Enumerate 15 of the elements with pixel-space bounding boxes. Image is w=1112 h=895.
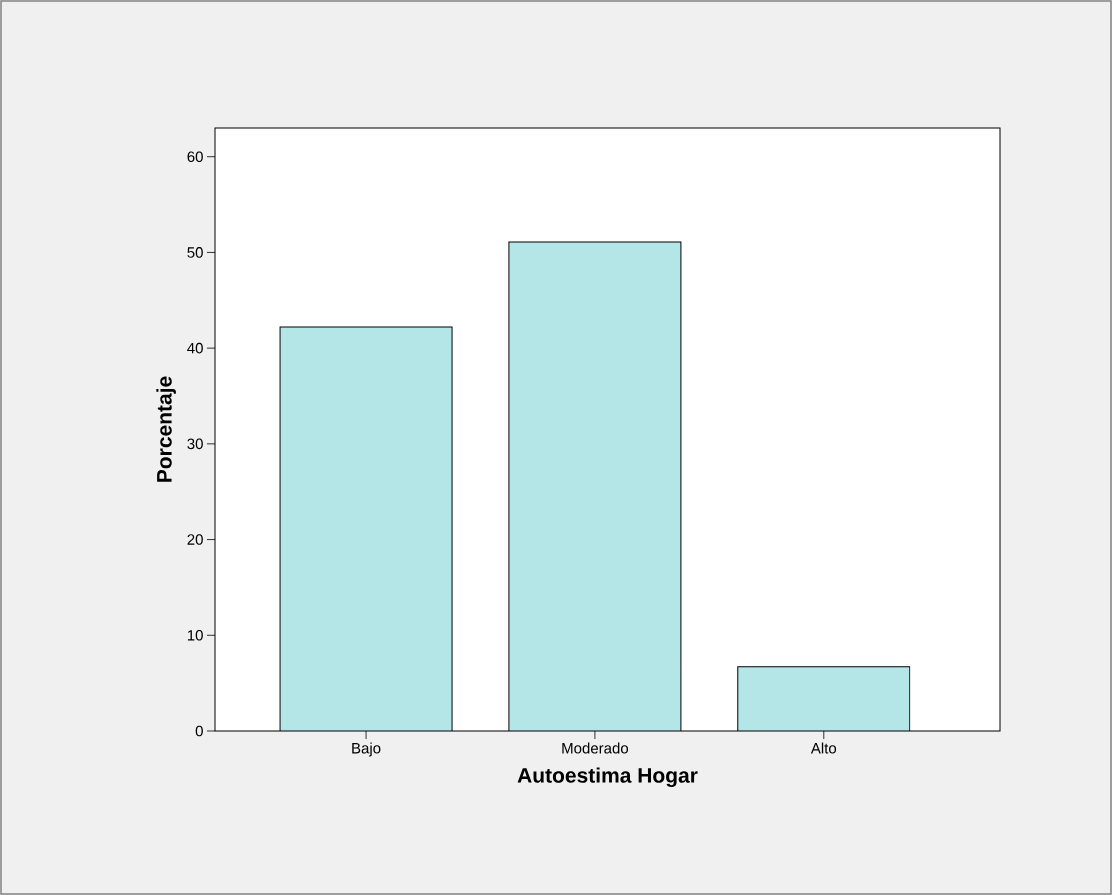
y-tick-label: 50: [187, 247, 203, 258]
x-tick-label: Bajo: [352, 742, 381, 757]
y-tick-label: 30: [187, 438, 203, 450]
y-axis-title: Porcentaje: [156, 376, 176, 482]
y-tick-label: 60: [187, 151, 203, 163]
y-tick-label: 40: [187, 342, 203, 354]
x-tick-label: Moderado: [562, 742, 629, 754]
y-tick-label: 10: [187, 629, 203, 641]
bar: [737, 666, 911, 731]
x-tick-label: Alto: [810, 742, 837, 754]
bar: [508, 241, 682, 731]
bar: [280, 327, 453, 731]
x-axis-title: Autoestima Hogar: [517, 767, 698, 788]
y-tick-label: 20: [187, 534, 203, 545]
y-tick-label: 0: [195, 725, 203, 737]
